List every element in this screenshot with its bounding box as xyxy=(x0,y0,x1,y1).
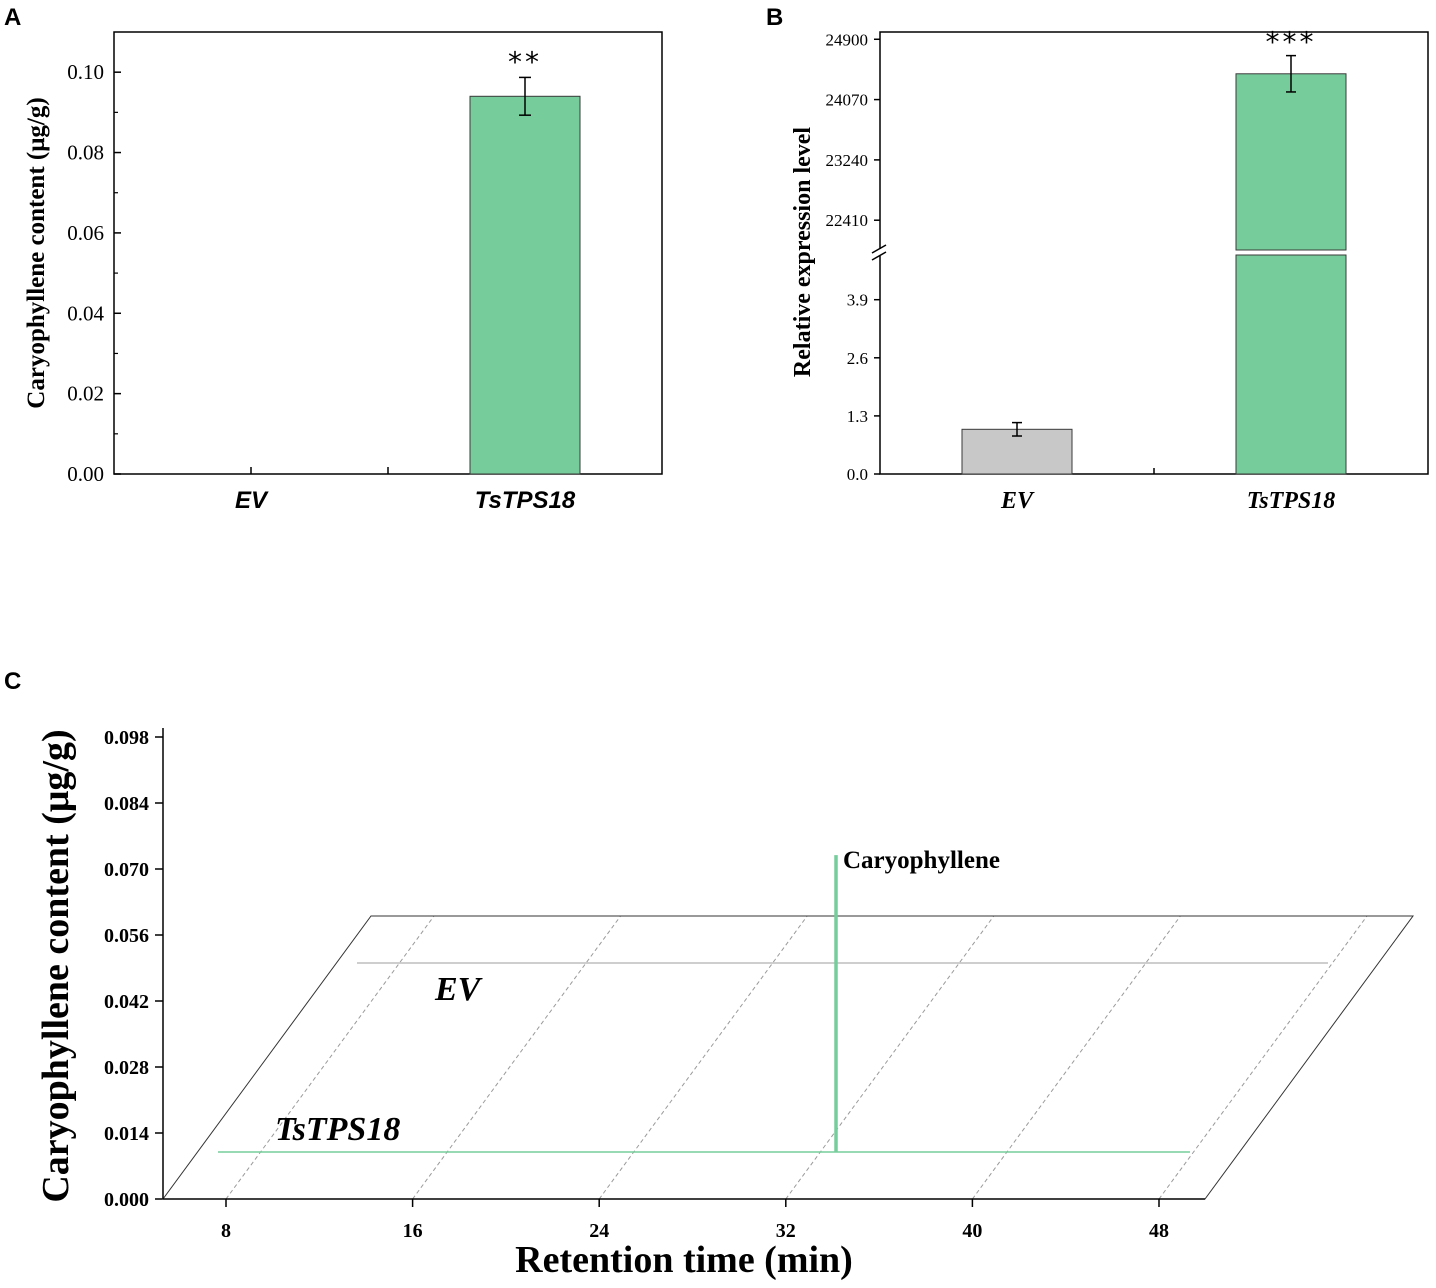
y-tick-label: 24900 xyxy=(826,30,869,49)
peak-label: Caryophyllene xyxy=(843,847,1000,874)
axis-break-mark xyxy=(871,251,887,261)
panel-a-y-label: Caryophyllene content (μg/g) xyxy=(23,97,50,408)
panel-c-chart: 0.000 0.014 0.028 0.042 0.056 0.070 0.084 0.098… xyxy=(35,727,1414,1281)
category-label: TsTPS18 xyxy=(475,487,576,514)
y-tick-label: 2.6 xyxy=(847,349,868,368)
y-tick-label: 0.02 xyxy=(67,382,104,406)
category-label: EV xyxy=(235,487,269,514)
y-tick-label: 0.10 xyxy=(67,60,104,84)
y-tick-label: 0.06 xyxy=(67,221,104,245)
depth-grid-line xyxy=(412,915,622,1200)
y-tick-label: 0.04 xyxy=(67,301,104,325)
depth-grid-line xyxy=(971,915,1181,1200)
significance-marker: *** xyxy=(1266,26,1317,59)
depth-grid-line xyxy=(785,915,995,1200)
significance-marker: ** xyxy=(508,45,542,78)
depth-grid-line xyxy=(225,915,435,1200)
series-label: EV xyxy=(434,971,483,1008)
x-tick-label: 16 xyxy=(403,1220,423,1242)
bar-TsTPS18 xyxy=(469,95,581,475)
y-tick-label: 24070 xyxy=(826,91,869,110)
floor-plane xyxy=(162,915,1414,1200)
panel-c-x-label: Retention time (min) xyxy=(515,1239,853,1281)
y-tick-label: 0.000 xyxy=(104,1189,149,1211)
depth-grid-line xyxy=(1158,915,1368,1200)
x-tick-label: 32 xyxy=(776,1220,796,1242)
panel-label-c: C xyxy=(4,668,21,695)
bar-EV xyxy=(961,428,1073,475)
y-tick-label: 22410 xyxy=(826,211,869,230)
x-tick-label: 48 xyxy=(1149,1220,1169,1242)
series-label: TsTPS18 xyxy=(275,1111,400,1148)
y-tick-label: 23240 xyxy=(826,151,869,170)
panel-c-y-label: Caryophyllene content (μg/g) xyxy=(35,729,77,1202)
y-tick-label: 0.084 xyxy=(104,793,149,815)
y-tick-label: 0.070 xyxy=(104,859,149,881)
category-label: EV xyxy=(1000,488,1035,514)
panel-b-chart: 0.0 1.3 2.6 3.9 22410 23240 24070 24900 EV *** Ts… xyxy=(790,26,1429,514)
y-tick-label: 0.0 xyxy=(847,465,868,484)
axis-break-mark xyxy=(871,244,887,254)
depth-grid-line xyxy=(598,915,808,1200)
bar-TsTPS18-lower xyxy=(1235,254,1347,475)
y-tick-label: 0.00 xyxy=(67,462,104,486)
panel-b-y-label: Relative expression level xyxy=(790,127,816,378)
y-tick-label: 3.9 xyxy=(847,291,868,310)
panel-label-b: B xyxy=(766,4,783,31)
panel-label-a: A xyxy=(4,4,21,31)
x-tick-label: 24 xyxy=(589,1220,609,1242)
x-tick-label: 8 xyxy=(221,1220,231,1242)
y-tick-label: 1.3 xyxy=(847,407,868,426)
y-tick-label: 0.042 xyxy=(104,991,149,1013)
y-tick-label: 0.098 xyxy=(104,727,149,749)
y-tick-label: 0.08 xyxy=(67,141,104,165)
category-label: TsTPS18 xyxy=(1247,488,1335,514)
y-tick-label: 0.014 xyxy=(104,1123,149,1145)
axis-break-gap xyxy=(872,249,888,256)
y-tick-label: 0.028 xyxy=(104,1057,149,1079)
x-tick-label: 40 xyxy=(962,1220,982,1242)
y-tick-label: 0.056 xyxy=(104,925,149,947)
bar-TsTPS18-upper xyxy=(1235,73,1347,251)
panel-a-chart: 0.00 0.02 0.04 0.06 0.08 0.10 EV ** TsTPS18 Car… xyxy=(23,31,663,514)
